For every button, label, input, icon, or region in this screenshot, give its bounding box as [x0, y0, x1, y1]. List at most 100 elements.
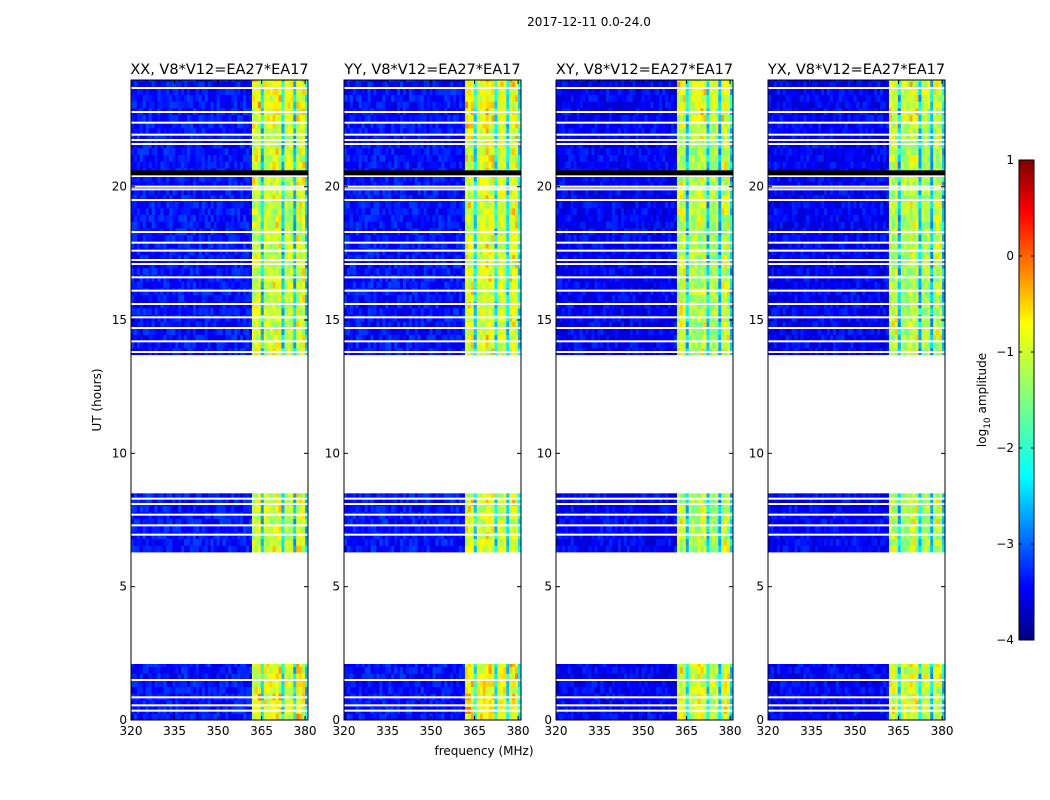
heatmap-cell — [281, 673, 285, 681]
heatmap-cell — [441, 664, 445, 668]
heatmap-cell — [166, 194, 170, 202]
heatmap-cell — [394, 328, 398, 336]
heatmap-cell — [192, 321, 197, 329]
heatmap-cell — [355, 321, 360, 329]
heatmap-cell — [169, 294, 173, 302]
heatmap-cell — [515, 328, 519, 336]
y-tick-label: 5 — [119, 580, 127, 594]
heatmap-cell — [462, 334, 466, 342]
heatmap-cell — [246, 214, 250, 222]
heatmap-cell — [240, 134, 244, 142]
heatmap-cell — [169, 134, 173, 142]
heatmap-cell — [216, 664, 220, 668]
heatmap-cell — [175, 493, 179, 500]
heatmap-cell — [237, 234, 241, 242]
heatmap-cell — [207, 121, 212, 129]
heatmap-cell — [222, 154, 226, 162]
heatmap-cell — [133, 545, 138, 553]
heatmap-cell — [154, 194, 158, 202]
heatmap-cell — [456, 545, 460, 553]
heatmap-cell — [136, 493, 141, 500]
heatmap-cell — [482, 700, 486, 708]
heatmap-cell — [284, 308, 288, 316]
heatmap-cell — [344, 493, 348, 500]
heatmap-cell — [148, 148, 153, 156]
heatmap-cell — [302, 88, 306, 96]
heatmap-cell — [470, 493, 475, 500]
heatmap-cell — [204, 81, 209, 89]
heatmap-cell — [470, 545, 475, 553]
heatmap-cell — [296, 221, 300, 229]
heatmap-cell — [240, 341, 244, 349]
heatmap-cell — [136, 121, 141, 129]
heatmap-cell — [456, 538, 460, 546]
heatmap-cell — [195, 664, 200, 668]
heatmap-cell — [231, 308, 235, 316]
heatmap-cell — [175, 664, 179, 668]
heatmap-cell — [400, 673, 404, 681]
heatmap-cell — [169, 268, 173, 276]
heatmap-cell — [251, 101, 256, 109]
heatmap-cell — [403, 686, 407, 694]
heatmap-cell — [219, 673, 223, 681]
heatmap-cell — [210, 181, 214, 189]
heatmap-cell — [302, 493, 306, 500]
heatmap-cell — [204, 88, 209, 96]
heatmap-cell — [234, 493, 238, 500]
heatmap-cell — [417, 686, 422, 694]
heatmap-cell — [190, 254, 194, 262]
heatmap-cell — [231, 154, 235, 162]
heatmap-cell — [512, 518, 516, 526]
heatmap-cell — [470, 525, 475, 533]
heatmap-cell — [266, 281, 271, 289]
heatmap-cell — [269, 518, 273, 526]
heatmap-cell — [275, 101, 279, 109]
heatmap-cell — [385, 493, 389, 500]
heatmap-cell — [154, 80, 158, 82]
heatmap-cell — [444, 518, 448, 526]
heatmap-cell — [213, 114, 217, 122]
heatmap-cell — [284, 268, 288, 276]
heatmap-cell — [376, 700, 380, 708]
heatmap-cell — [515, 666, 519, 674]
heatmap-cell — [391, 680, 395, 688]
heatmap-cell — [190, 161, 194, 169]
heatmap-cell — [364, 505, 368, 513]
heatmap-cell — [136, 161, 141, 169]
heatmap-cell — [296, 673, 300, 681]
heatmap-cell — [154, 81, 158, 89]
heatmap-cell — [438, 341, 442, 349]
heatmap-cell — [234, 666, 238, 674]
heatmap-cell — [246, 134, 250, 142]
heatmap-cell — [145, 254, 150, 262]
heatmap-cell — [142, 294, 147, 302]
heatmap-cell — [417, 525, 422, 533]
heatmap-cell — [240, 174, 244, 182]
heatmap-cell — [172, 188, 176, 196]
heatmap-cell — [408, 664, 413, 668]
heatmap-cell — [210, 328, 214, 336]
heatmap-cell — [278, 188, 282, 196]
heatmap-cell — [254, 680, 259, 688]
heatmap-cell — [352, 538, 357, 546]
heatmap-cell — [281, 188, 285, 196]
heatmap-cell — [154, 334, 158, 342]
heatmap-cell — [201, 328, 206, 336]
heatmap-cell — [293, 308, 297, 316]
heatmap-cell — [207, 664, 212, 668]
heatmap-cell — [228, 214, 232, 222]
heatmap-cell — [414, 700, 419, 708]
heatmap-cell — [299, 201, 303, 209]
heatmap-cell — [201, 505, 206, 513]
heatmap-cell — [198, 498, 203, 506]
heatmap-cell — [470, 673, 475, 681]
heatmap-cell — [394, 505, 398, 513]
heatmap-cell — [284, 713, 288, 721]
heatmap-cell — [293, 208, 297, 216]
heatmap-cell — [275, 221, 279, 229]
heatmap-cell — [249, 281, 253, 289]
heatmap-cell — [237, 525, 241, 533]
heatmap-cell — [397, 713, 401, 721]
heatmap-cell — [228, 194, 232, 202]
heatmap-cell — [272, 545, 276, 553]
